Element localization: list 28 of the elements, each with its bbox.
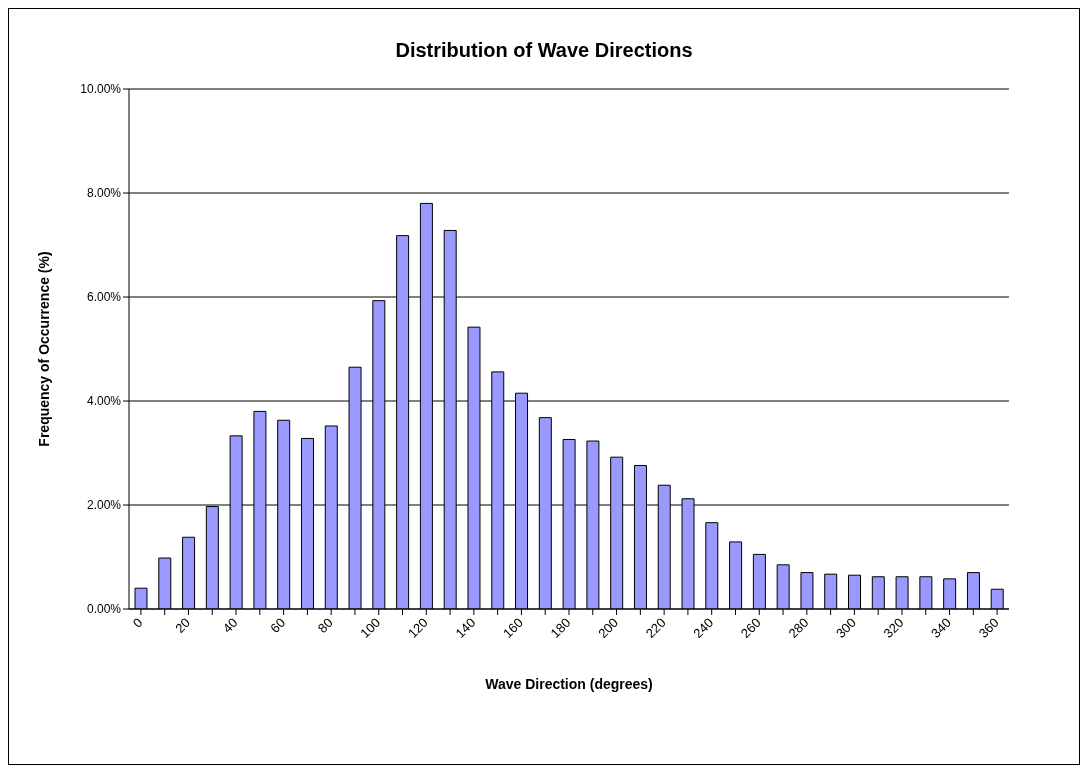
x-tick-label: 20	[172, 614, 194, 636]
x-tick-label: 0	[129, 614, 146, 631]
y-tick-label: 4.00%	[86, 394, 122, 409]
x-tick-label: 360	[975, 614, 1002, 641]
x-tick-label: 220	[642, 614, 669, 641]
y-tick-label: 8.00%	[86, 186, 122, 201]
x-tick-label: 340	[928, 614, 955, 641]
x-tick-label: 60	[267, 614, 289, 636]
y-tick-label: 2.00%	[86, 498, 122, 513]
x-tick-label: 40	[219, 614, 241, 636]
x-tick-label: 120	[404, 614, 431, 641]
x-tick-label: 80	[314, 614, 336, 636]
y-tick-label: 10.00%	[80, 82, 122, 97]
x-tick-label: 260	[737, 614, 764, 641]
x-tick-label: 320	[880, 614, 907, 641]
x-tick-label: 240	[690, 614, 717, 641]
x-tick-label: 160	[500, 614, 526, 641]
x-tick-label: 280	[785, 614, 812, 641]
x-tick-label: 300	[833, 614, 859, 641]
x-tick-label: 140	[452, 614, 479, 641]
x-tick-label: 200	[595, 614, 622, 641]
y-axis-title: Frequency of Occurrence (%)	[35, 251, 52, 447]
x-tick-label: 180	[547, 614, 574, 641]
y-tick-label: 0.00%	[86, 602, 122, 617]
x-tick-label: 100	[357, 614, 384, 641]
chart-title: Distribution of Wave Directions	[394, 39, 694, 62]
x-axis-title: Wave Direction (degrees)	[485, 676, 653, 692]
y-tick-label: 6.00%	[86, 290, 122, 305]
